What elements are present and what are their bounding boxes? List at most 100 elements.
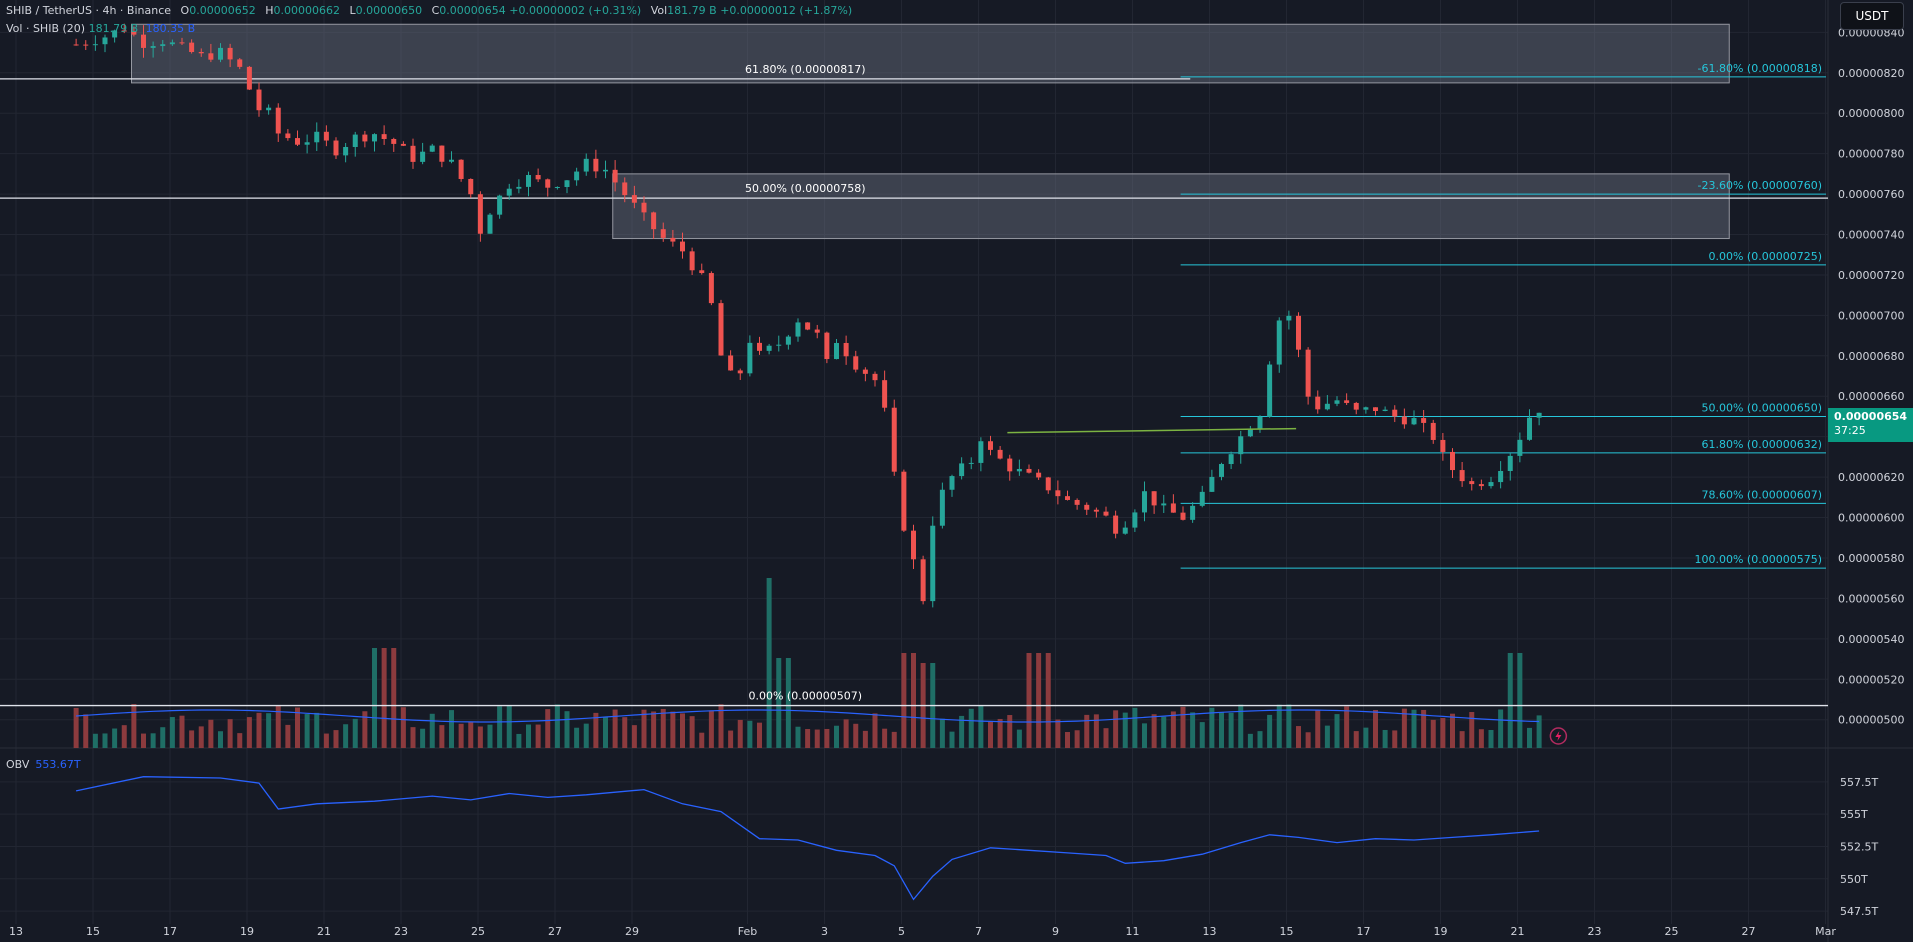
volume-bar xyxy=(814,729,820,748)
candle-body xyxy=(593,158,599,172)
volume-bar xyxy=(237,733,243,748)
volume-bar xyxy=(73,707,79,748)
volume-bar xyxy=(1536,715,1542,748)
currency-button[interactable]: USDT xyxy=(1840,2,1904,30)
volume-bar xyxy=(381,648,387,748)
candle-body xyxy=(1411,418,1417,425)
fib-level-label: 50.00% (0.00000650) xyxy=(1701,401,1822,414)
volume-bar xyxy=(160,727,166,748)
obv-legend: OBV 553.67T xyxy=(6,758,81,771)
time-tick-label: 13 xyxy=(1203,925,1217,938)
obv-title[interactable]: OBV xyxy=(6,758,30,771)
volume-bar xyxy=(1286,704,1292,748)
volume-bar xyxy=(603,717,608,748)
price-tick-label: 0.00000780 xyxy=(1838,148,1904,161)
candle-body xyxy=(680,241,685,252)
candle-body xyxy=(449,159,454,162)
candle-body xyxy=(728,355,734,371)
volume-bar xyxy=(246,717,252,748)
volume-bar xyxy=(882,728,888,748)
candle-body xyxy=(660,229,666,238)
candle-body xyxy=(545,179,551,188)
volume-bar xyxy=(179,715,185,748)
volume-bar xyxy=(766,578,772,748)
volume-bar xyxy=(1132,707,1138,748)
volume-bar xyxy=(189,730,195,748)
candle-body xyxy=(766,345,772,351)
volume-bar xyxy=(805,729,811,748)
time-tick-label: 27 xyxy=(1742,925,1756,938)
volume-bar xyxy=(1026,653,1032,748)
volume-bar xyxy=(1324,725,1330,748)
candle-body xyxy=(920,559,926,602)
candle-body xyxy=(1430,422,1436,440)
candle-body xyxy=(266,107,272,111)
candle-body xyxy=(237,59,243,67)
price-tick-label: 0.00000800 xyxy=(1838,107,1904,120)
volume-bar xyxy=(1151,714,1157,748)
time-tick-label: 17 xyxy=(1357,925,1371,938)
fib-level-label: -23.60% (0.00000760) xyxy=(1698,179,1822,192)
time-tick-label: 25 xyxy=(471,925,485,938)
volume-bar xyxy=(968,708,974,748)
candle-body xyxy=(1074,499,1080,505)
volume-indicator-title[interactable]: Vol · SHIB (20) xyxy=(6,22,86,35)
time-tick-label: 23 xyxy=(394,925,408,938)
volume-ma xyxy=(76,709,1540,723)
time-axis[interactable]: 13 15 17 19 21 23 25 27 29 Feb 3 5 7 9 11 13 15 17 19 21 23 2… xyxy=(9,925,1836,938)
time-tick-label: 9 xyxy=(1052,925,1059,938)
trendline[interactable] xyxy=(1007,427,1297,434)
candle-body xyxy=(1478,484,1484,487)
fib-level-label: 100.00% (0.00000575) xyxy=(1694,553,1822,566)
candle-body xyxy=(901,471,907,531)
candle-body xyxy=(83,44,89,46)
volume-bar xyxy=(1421,709,1427,748)
candle-body xyxy=(862,369,868,374)
candle-body xyxy=(1247,429,1253,437)
volume-bar xyxy=(497,706,503,748)
volume-bar xyxy=(1450,713,1455,748)
candle-body xyxy=(1324,403,1330,410)
volume-bar xyxy=(1507,653,1513,748)
candle-body xyxy=(1507,455,1513,471)
volume-bar xyxy=(1228,712,1234,748)
candle-body xyxy=(1026,468,1032,473)
time-tick-label: 17 xyxy=(163,925,177,938)
candle-body xyxy=(420,151,426,162)
volume-bar xyxy=(1276,704,1282,748)
volume-bar xyxy=(757,722,762,748)
candle-body xyxy=(853,356,859,370)
volume-bar xyxy=(776,658,782,748)
candle-body xyxy=(564,180,570,188)
volume-bar xyxy=(651,711,657,748)
candle-body xyxy=(843,342,849,357)
alert-icon[interactable] xyxy=(1549,727,1568,745)
candle-body xyxy=(487,214,493,234)
symbol-title[interactable]: SHIB / TetherUS · 4h · Binance xyxy=(6,4,172,17)
candle-body xyxy=(1536,412,1542,418)
horizontal-levels[interactable]: 61.80% (0.00000817) 50.00% (0.00000758) 0.… xyxy=(0,63,1828,707)
volume-bar xyxy=(1161,716,1167,748)
candle-body xyxy=(1219,464,1224,477)
price-tick-label: 0.00000580 xyxy=(1838,552,1904,565)
volume-bar xyxy=(1093,714,1099,748)
price-tick-label: 0.00000760 xyxy=(1838,188,1904,201)
volume-bar xyxy=(1363,727,1369,748)
horizontal-line-label: 50.00% (0.00000758) xyxy=(745,182,866,195)
candle-body xyxy=(1527,417,1532,440)
volume-bar xyxy=(564,711,570,748)
volume-bar xyxy=(1498,709,1504,748)
fib-retracement[interactable]: -61.80% (0.00000818) -23.60% (0.00000760)… xyxy=(1180,62,1826,569)
volume-bar xyxy=(526,724,531,748)
volume-bar xyxy=(747,720,753,748)
candle-body xyxy=(1007,458,1013,472)
last-price: 0.00000654 xyxy=(1834,410,1908,423)
legend-volume: Vol · SHIB (20) 181.79 B 180.35 B xyxy=(6,22,195,35)
candle-body xyxy=(1440,439,1446,452)
volume-change: +0.00000012 (+1.87%) xyxy=(720,4,853,17)
candle-body xyxy=(73,44,79,46)
volume-bar xyxy=(939,718,945,748)
volume-bar xyxy=(1170,711,1176,748)
candle-body xyxy=(458,159,464,179)
